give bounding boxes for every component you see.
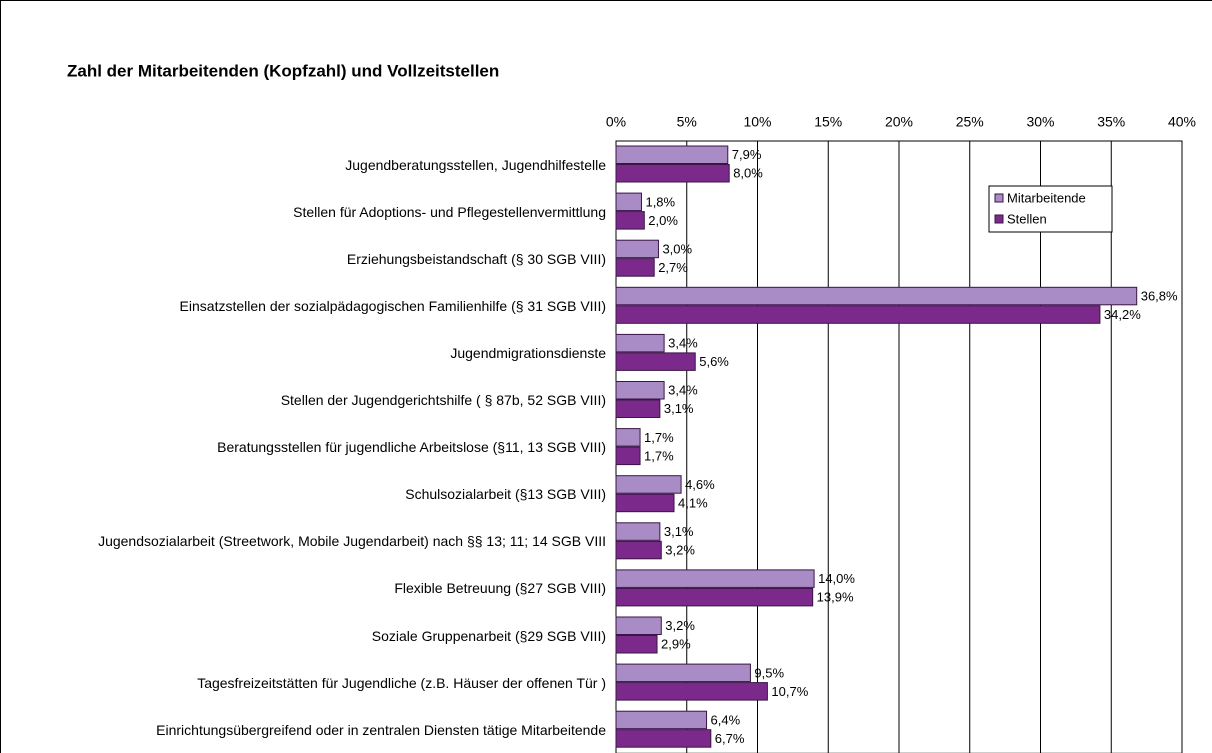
category-text: Jugendsozialarbeit (Streetwork, Mobile J… [98, 533, 606, 550]
data-label: 2,9% [661, 637, 691, 652]
category-text: Einrichtungsübergreifend oder in zentral… [156, 721, 606, 738]
x-tick-label: 25% [956, 114, 984, 130]
y-tick-label: Jugendsozialarbeit (Streetwork, Mobile J… [1, 518, 606, 565]
bar [615, 381, 665, 400]
category-text: Tagesfreizeitstätten für Jugendliche (z.… [197, 674, 606, 691]
data-label: 7,9% [732, 147, 762, 162]
category-text: Jugendberatungsstellen, Jugendhilfestell… [345, 156, 606, 173]
category-text: Beratungsstellen für jugendliche Arbeits… [217, 439, 606, 456]
category-text: Einsatzstellen der sozialpädagogischen F… [179, 297, 606, 314]
data-label: 1,8% [645, 194, 675, 209]
y-tick-label: Stellen für Adoptions- und Pflegestellen… [1, 188, 606, 235]
bar [615, 475, 682, 494]
data-label: 3,1% [664, 401, 694, 416]
x-tick-label: 30% [1026, 114, 1054, 130]
bar [615, 493, 675, 513]
data-label: 3,4% [668, 383, 698, 398]
y-tick-label: Stellen der Jugendgerichtshilfe ( § 87b,… [1, 377, 606, 424]
bar [615, 145, 729, 164]
data-label: 4,1% [678, 495, 708, 510]
bar [615, 333, 665, 353]
data-label: 2,0% [648, 213, 678, 228]
category-text: Schulsozialarbeit (§13 SGB VIII) [405, 486, 606, 503]
bar [615, 428, 641, 447]
bar [615, 540, 662, 560]
bar [615, 569, 815, 588]
bar [615, 616, 662, 635]
data-label: 14,0% [818, 571, 855, 586]
x-tick-label: 5% [677, 114, 697, 130]
data-label: 2,7% [658, 260, 688, 275]
bar [615, 522, 661, 541]
category-text: Jugendmigrationsdienste [450, 344, 606, 361]
bar [615, 192, 642, 212]
x-tick-label: 35% [1097, 114, 1125, 130]
category-text: Stellen der Jugendgerichtshilfe ( § 87b,… [280, 392, 606, 409]
data-label: 34,2% [1104, 307, 1141, 322]
bar [615, 399, 661, 418]
bar [615, 286, 1138, 306]
data-label: 4,6% [685, 477, 715, 492]
category-text: Stellen für Adoptions- und Pflegestellen… [293, 203, 606, 220]
y-tick-label: Einsatzstellen der sozialpädagogischen F… [1, 282, 606, 329]
y-tick-label: Tagesfreizeitstätten für Jugendliche (z.… [1, 659, 606, 706]
data-label: 36,8% [1141, 288, 1178, 303]
y-tick-label: Jugendmigrationsdienste [1, 329, 606, 376]
y-tick-label: Soziale Gruppenarbeit (§29 SGB VIII) [1, 612, 606, 659]
category-text: Soziale Gruppenarbeit (§29 SGB VIII) [371, 627, 606, 644]
data-label: 6,4% [711, 712, 741, 727]
x-tick-label: 40% [1168, 114, 1196, 130]
bar [615, 239, 659, 259]
bar [615, 258, 655, 277]
data-label: 9,5% [754, 665, 784, 680]
chart-title: Zahl der Mitarbeitenden (Kopfzahl) und V… [67, 61, 499, 80]
data-label: 3,0% [662, 241, 692, 256]
category-text: Erziehungsbeistandschaft (§ 30 SGB VIII) [346, 250, 606, 267]
category-text: Flexible Betreuung (§27 SGB VIII) [394, 580, 606, 597]
bar [615, 305, 1101, 324]
y-tick-label: Jugendberatungsstellen, Jugendhilfestell… [1, 141, 606, 188]
x-tick-label: 15% [814, 114, 842, 130]
legend-box [988, 185, 1113, 233]
bar [615, 663, 751, 683]
y-tick-label: Einrichtungsübergreifend oder in zentral… [1, 706, 606, 753]
x-tick-label: 10% [743, 114, 771, 130]
x-tick-label: 0% [606, 114, 626, 130]
data-label: 8,0% [733, 166, 763, 181]
legend-label: Stellen [1007, 211, 1047, 226]
y-tick-label: Schulsozialarbeit (§13 SGB VIII) [1, 471, 606, 518]
x-tick-label: 20% [885, 114, 913, 130]
data-label: 1,7% [644, 448, 674, 463]
data-label: 3,1% [664, 524, 694, 539]
data-label: 3,4% [668, 336, 698, 351]
y-tick-label: Flexible Betreuung (§27 SGB VIII) [1, 565, 606, 612]
bar [615, 446, 641, 466]
y-tick-label: Erziehungsbeistandschaft (§ 30 SGB VIII) [1, 235, 606, 282]
data-label: 3,2% [665, 542, 695, 557]
bar [615, 710, 708, 730]
data-label: 5,6% [699, 354, 729, 369]
bar [615, 587, 814, 607]
data-label: 1,7% [644, 430, 674, 445]
bar [615, 682, 768, 701]
legend-label: Mitarbeitende [1007, 190, 1086, 205]
data-label: 6,7% [715, 731, 745, 746]
bar [615, 211, 645, 230]
bar [615, 352, 696, 371]
data-label: 13,9% [817, 590, 854, 605]
legend-swatch [994, 214, 1004, 224]
data-label: 10,7% [771, 684, 808, 699]
bar [615, 729, 712, 748]
bar [615, 635, 658, 654]
bar [615, 164, 730, 183]
data-label: 3,2% [665, 618, 695, 633]
legend-swatch [994, 193, 1004, 203]
y-tick-label: Beratungsstellen für jugendliche Arbeits… [1, 424, 606, 471]
